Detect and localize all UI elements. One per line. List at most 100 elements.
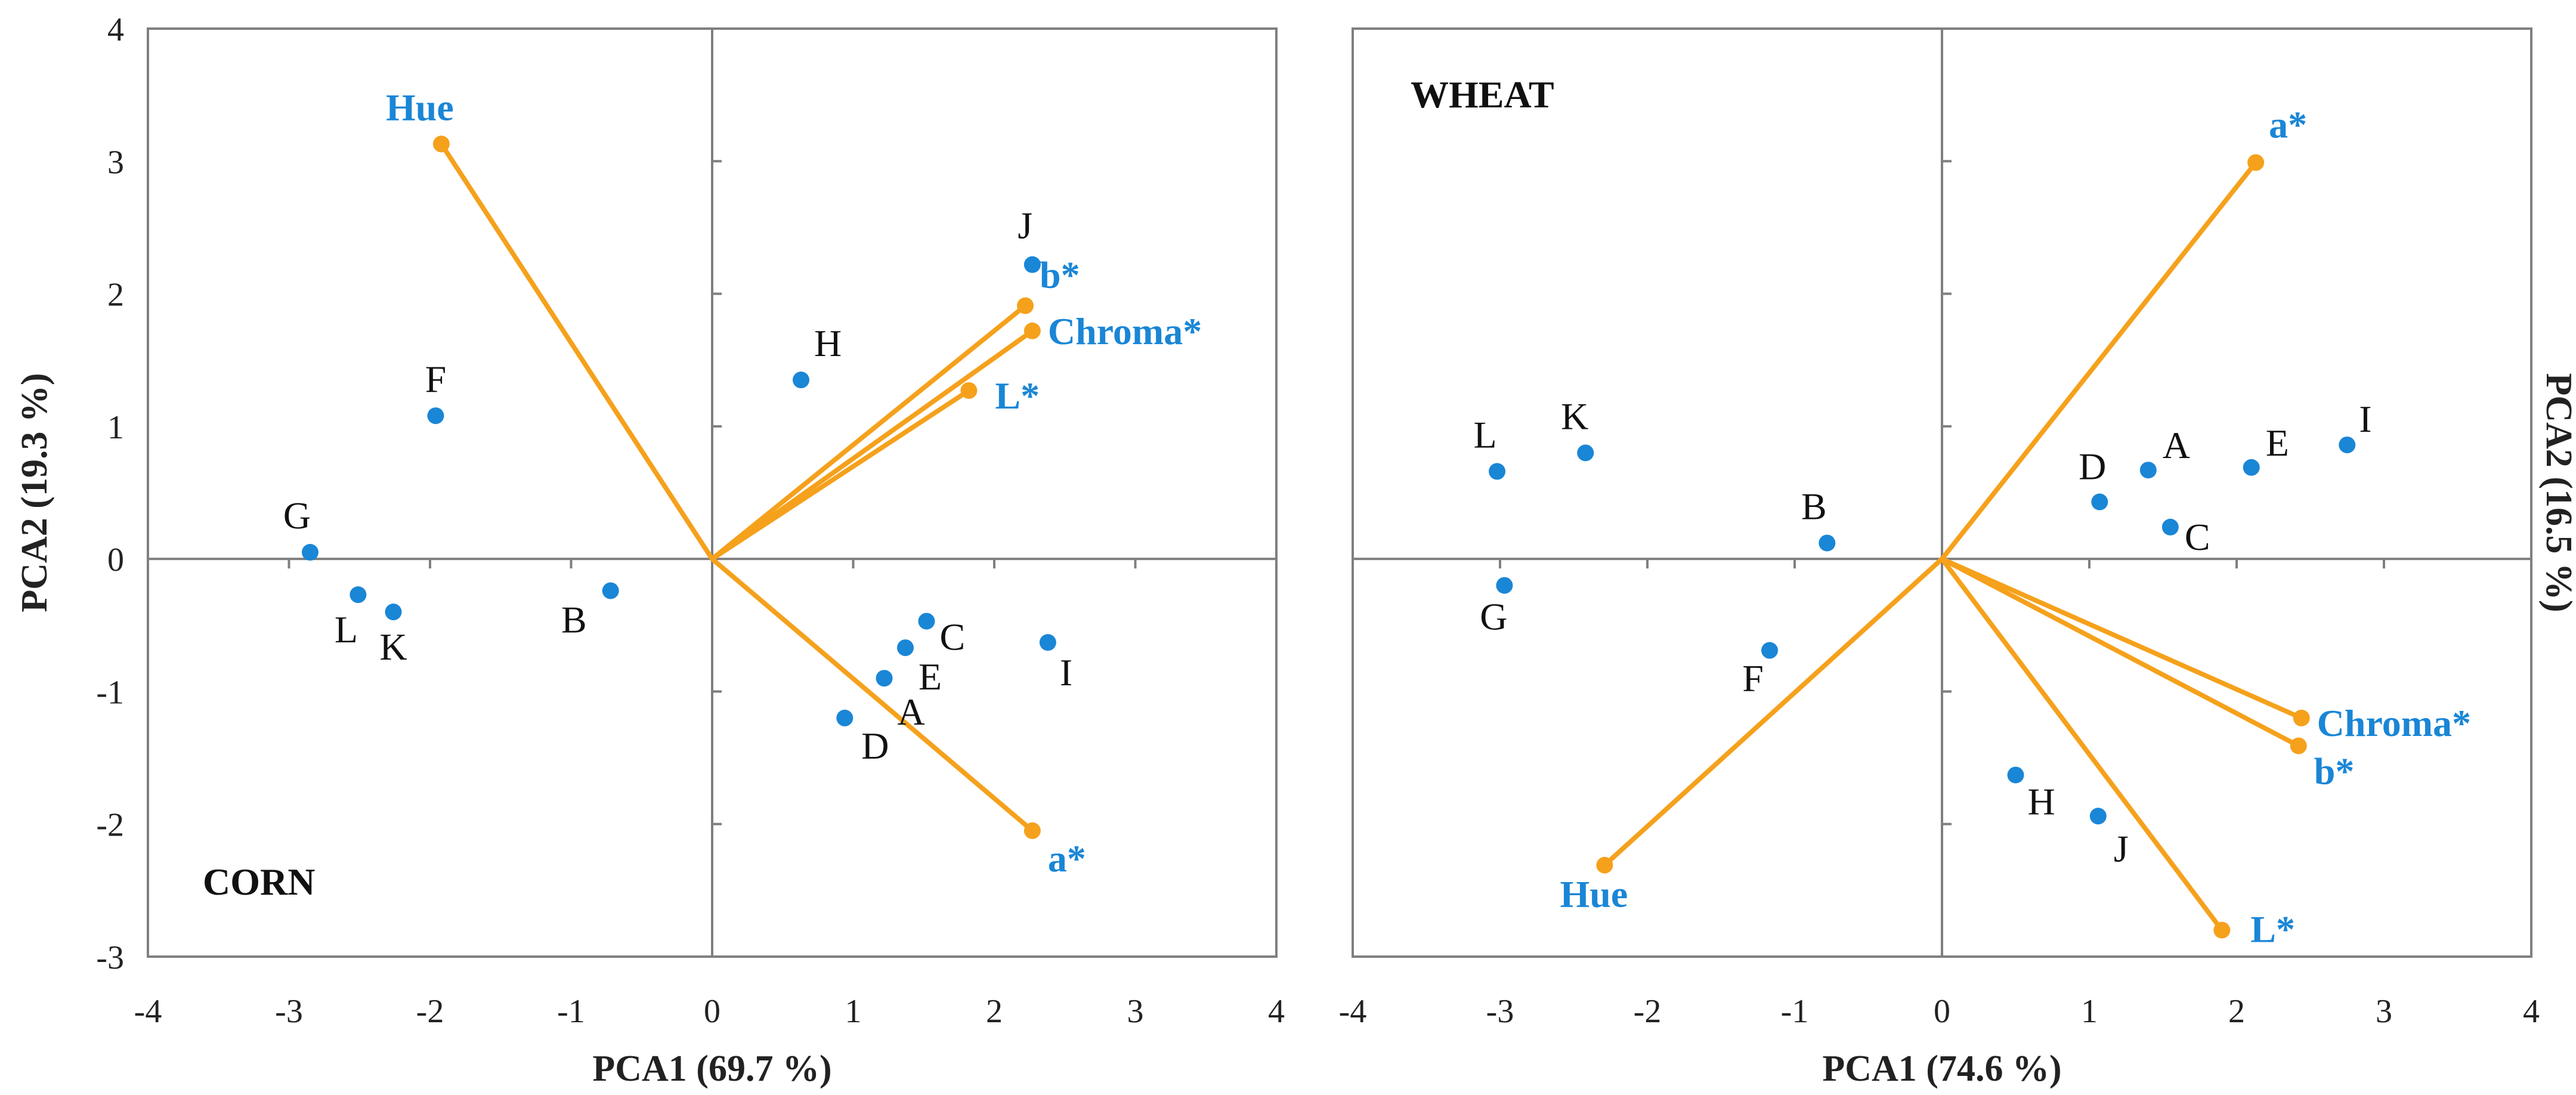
x-tick-label: 1 [2081, 993, 2098, 1030]
observation-label: B [561, 598, 587, 641]
x-tick-label: 3 [2376, 993, 2392, 1030]
x-tick-label: -2 [416, 993, 444, 1030]
observation-point [2139, 462, 2157, 479]
observation-point [385, 604, 402, 621]
observation-point [1577, 444, 1594, 462]
panel-label: CORN [203, 861, 315, 903]
observation-label: J [1018, 205, 1032, 247]
observation-label: I [1060, 651, 1072, 694]
observation-point [836, 709, 853, 726]
loading-vector [438, 141, 715, 562]
observation-point [1039, 634, 1056, 651]
y-tick-label: 3 [107, 144, 124, 181]
observation-label: B [1801, 485, 1827, 527]
observation-label: E [2266, 422, 2289, 464]
corn-biplot-panel: -4 -3 -2 -1 0 1 2 3 4 -3 -2 -1 0 1 2 3 4 PCA1 (69.7 %) PCA… [14, 11, 1285, 1089]
x-tick-label: 0 [704, 993, 720, 1030]
x-tick-label: 2 [986, 993, 1003, 1030]
x-tick-label: 4 [1268, 993, 1285, 1030]
observation-label: E [919, 655, 942, 698]
observation-label: G [1480, 596, 1507, 638]
loading-vector-tip [2290, 737, 2307, 754]
observation-point [1761, 642, 1779, 659]
observation-point [1023, 256, 1041, 273]
variable-label: Chroma* [1048, 310, 1202, 352]
observation-point [792, 372, 809, 389]
loading-vector [1940, 160, 2259, 562]
loading-vector [1940, 556, 2301, 748]
x-tick-label: -1 [557, 993, 585, 1030]
y-tick-label: -2 [96, 807, 124, 844]
observation-label: D [2079, 446, 2106, 488]
loading-vector [710, 328, 1035, 562]
variable-label: b* [1040, 254, 1080, 296]
observation-label: L [1474, 413, 1497, 456]
y-tick-label: 4 [107, 11, 124, 48]
y-axis-title: PCA2 (16.5 %) [2538, 373, 2576, 612]
variable-label: L* [995, 375, 1040, 417]
observation-label: D [861, 725, 889, 767]
panel-label: WHEAT [1411, 73, 1554, 116]
variable-label: a* [2269, 104, 2307, 146]
observation-label: A [898, 691, 925, 733]
y-tick-label: 0 [107, 542, 124, 579]
x-tick-label: 3 [1127, 993, 1144, 1030]
observation-label: K [1561, 395, 1588, 437]
loading-vector-tip [432, 135, 450, 153]
loading-vector [1602, 556, 1944, 868]
observation-label: C [939, 616, 965, 658]
y-tick-label: 2 [107, 277, 124, 314]
x-tick-label: -3 [275, 993, 303, 1030]
observation-point [1819, 534, 1836, 552]
observation-point [2007, 766, 2024, 784]
observation-label: I [2359, 398, 2371, 440]
observation-point [301, 544, 318, 561]
y-axis-title: PCA2 (19.3 %) [14, 373, 55, 612]
observation-label: K [379, 626, 407, 668]
observation-point [1489, 463, 1506, 480]
loading-vector-tip [1596, 856, 1613, 874]
observation-label: F [1742, 657, 1764, 700]
loading-vector-tip [2213, 921, 2231, 939]
loading-vector-tip [1023, 322, 1041, 339]
loading-vector [710, 303, 1028, 562]
loading-vector-tip [1023, 822, 1041, 839]
observation-point [2339, 436, 2356, 453]
x-tick-label: -4 [134, 993, 162, 1030]
loading-vector [710, 388, 972, 562]
observation-point [2243, 459, 2260, 476]
wheat-biplot-panel: -4 -3 -2 -1 0 1 2 3 4 PCA1 (74.6 %) PCA2 (16.5 %) W… [1339, 27, 2576, 1089]
loading-vector [710, 556, 1035, 833]
x-tick-label: 1 [845, 993, 862, 1030]
observation-point [1496, 577, 1513, 594]
loading-vector-tip [2247, 154, 2265, 171]
observation-label: J [2114, 827, 2129, 870]
y-tick-label: 1 [107, 409, 124, 446]
observation-label: H [2028, 780, 2055, 822]
x-tick-label: -3 [1486, 993, 1514, 1030]
y-tick-label: -3 [96, 939, 124, 976]
observation-label: L [335, 608, 358, 651]
loading-vector-tip [960, 382, 978, 399]
x-axis-title: PCA1 (74.6 %) [1822, 1048, 2061, 1089]
observation-label: G [283, 494, 311, 537]
variable-label: b* [2314, 750, 2355, 793]
x-tick-label: 2 [2228, 993, 2245, 1030]
observation-point [2161, 518, 2179, 536]
x-tick-label: -2 [1634, 993, 1662, 1030]
loading-vector [1940, 556, 2225, 933]
y-tick-label: -1 [96, 674, 124, 711]
variable-label: Chroma* [2317, 702, 2471, 744]
x-axis-title: PCA1 (69.7 %) [592, 1048, 831, 1089]
x-tick-label: -1 [1781, 993, 1809, 1030]
observation-label: F [425, 358, 447, 400]
variable-label: Hue [386, 86, 454, 128]
loading-vector-tip [1017, 297, 1034, 314]
loading-vector [1940, 556, 2304, 720]
variable-label: L* [2250, 908, 2295, 951]
x-tick-label: -4 [1339, 993, 1367, 1030]
loading-vector-tip [2293, 709, 2310, 726]
observation-point [876, 670, 893, 687]
observation-point [918, 613, 935, 630]
